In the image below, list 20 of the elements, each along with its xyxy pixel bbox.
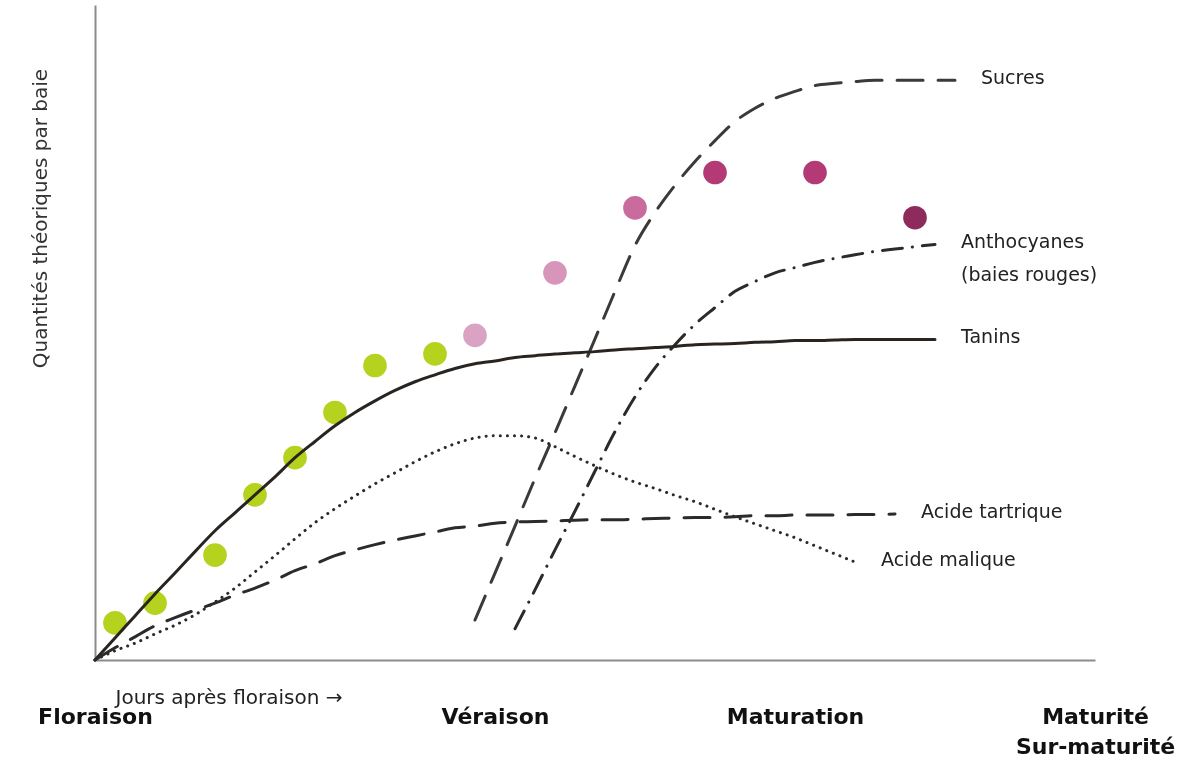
x-tick-label: Maturation (726, 703, 865, 729)
point (103, 611, 127, 635)
point (203, 543, 227, 567)
point (323, 400, 347, 425)
point (363, 353, 387, 378)
point (423, 342, 447, 366)
y-axis-title: Quantités théoriques par baie (27, 68, 52, 369)
series-label: Acide tartrique (921, 499, 1063, 522)
point (543, 260, 567, 285)
series-label: Acide malique (881, 548, 1016, 571)
point (463, 323, 487, 348)
series-label: Anthocyanes (baies rouges) (961, 230, 1098, 286)
point (803, 160, 827, 185)
x-tick-label: Véraison (441, 703, 550, 729)
point (703, 160, 727, 185)
point (903, 205, 927, 230)
point (623, 196, 647, 220)
series-label: Tanins (960, 325, 1021, 348)
series-label: Sucres (981, 66, 1045, 89)
x-tick-label: Maturité Sur-maturité (1015, 703, 1176, 759)
